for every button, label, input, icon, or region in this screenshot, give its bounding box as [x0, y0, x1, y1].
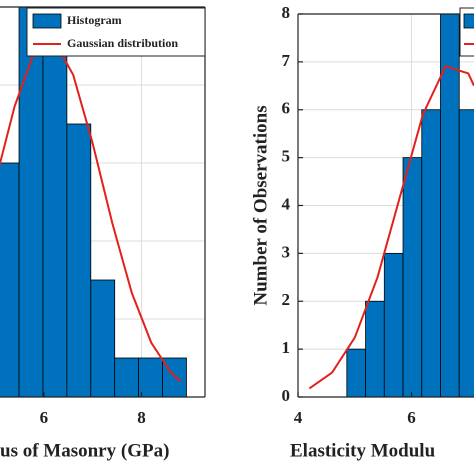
- x-axis-label: Elasticity Modulu: [290, 440, 436, 461]
- bar: [90, 279, 116, 397]
- y-tick-label: 6: [282, 99, 291, 118]
- gaussian-curve: [0, 38, 182, 383]
- y-tick-label: 7: [282, 51, 291, 70]
- legend-swatch: [32, 13, 62, 29]
- y-tick-label: 8: [282, 3, 291, 22]
- legend-swatch: [463, 13, 474, 29]
- plot-area: [0, 7, 205, 397]
- x-axis-label: us of Masonry (GPa): [0, 440, 169, 461]
- gaussian-curve: [308, 64, 474, 390]
- y-axis-label: Number of Observations: [250, 105, 271, 305]
- legend-label: Histogram: [67, 13, 122, 27]
- bar: [42, 45, 68, 397]
- bar: [458, 109, 474, 397]
- bar: [138, 357, 163, 397]
- x-tick-label: 8: [137, 408, 146, 427]
- bar: [421, 109, 441, 397]
- y-tick-label: 2: [282, 290, 291, 309]
- y-tick-label: 5: [282, 147, 291, 166]
- y-tick-label: 1: [282, 338, 291, 357]
- bar: [402, 157, 423, 397]
- y-tick-label: 3: [282, 242, 291, 261]
- y-tick-label: 4: [282, 194, 291, 213]
- bar: [114, 357, 140, 397]
- x-tick-label: 6: [40, 408, 49, 427]
- y-tick-label: 0: [282, 386, 291, 405]
- bar: [0, 162, 20, 397]
- bar: [383, 252, 404, 397]
- bar: [346, 348, 366, 397]
- legend-label: Gaussian distribution: [67, 36, 178, 50]
- bar: [18, 7, 44, 397]
- bar: [365, 300, 385, 397]
- x-tick-label: 4: [294, 408, 303, 427]
- bar: [66, 123, 92, 397]
- x-tick-label: 6: [407, 408, 416, 427]
- plot-area: [298, 14, 474, 397]
